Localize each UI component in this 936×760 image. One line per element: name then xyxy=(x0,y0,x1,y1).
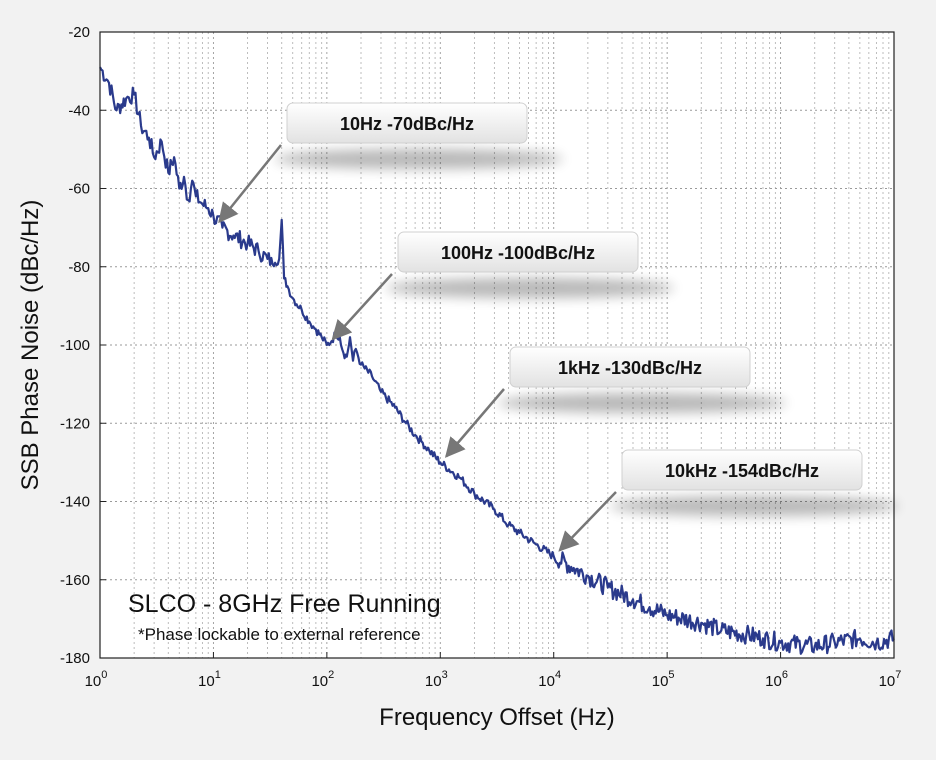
y-axis-ticks: -20 -40 -60 -80 -100 -120 -140 -160 -180 xyxy=(60,24,106,667)
y-tick-label: -40 xyxy=(68,102,90,119)
callout-box xyxy=(286,102,528,144)
series-line-phase-noise xyxy=(99,66,895,655)
callout-3: 1kHz -130dBc/Hz xyxy=(444,346,786,458)
callout-box xyxy=(397,231,639,273)
callout-shadow xyxy=(498,393,786,413)
y-tick-label: -80 xyxy=(68,259,90,276)
y-tick-label: -160 xyxy=(60,572,90,589)
annotation-layer: 10Hz -70dBc/Hz 100Hz -100dBc/Hz 1kHz -130d… xyxy=(218,102,898,552)
callout-arrow xyxy=(218,144,282,224)
callout-2: 100Hz -100dBc/Hz xyxy=(331,231,674,341)
x-tick-label: 100 xyxy=(85,669,108,690)
callout-arrow xyxy=(444,388,505,458)
callout-shadow xyxy=(610,496,898,516)
chart-subtitle: *Phase lockable to external reference xyxy=(138,625,421,644)
series-layer xyxy=(99,66,895,655)
callout-shadow xyxy=(386,278,674,298)
y-tick-label: -20 xyxy=(68,24,90,41)
y-tick-label: -140 xyxy=(60,494,90,511)
x-axis-ticks: 100 101 102 103 104 105 106 107 xyxy=(85,652,902,690)
y-tick-label: -120 xyxy=(60,415,90,432)
y-tick-label: -60 xyxy=(68,181,90,198)
callout-4: 10kHz -154dBc/Hz xyxy=(558,449,898,552)
x-tick-label: 104 xyxy=(538,669,561,690)
x-tick-label: 103 xyxy=(425,669,448,690)
callout-box xyxy=(621,449,863,491)
x-tick-label: 107 xyxy=(879,669,902,690)
callout-1: 10Hz -70dBc/Hz xyxy=(218,102,563,224)
callout-label: 1kHz -130dBc/Hz xyxy=(558,358,702,378)
callout-arrow xyxy=(331,273,393,341)
y-axis-label: SSB Phase Noise (dBc/Hz) xyxy=(17,200,44,491)
grid xyxy=(100,32,894,658)
y-tick-label: -180 xyxy=(60,650,90,667)
callout-label: 10kHz -154dBc/Hz xyxy=(665,461,819,481)
callout-label: 10Hz -70dBc/Hz xyxy=(340,114,474,134)
x-tick-label: 101 xyxy=(198,669,221,690)
x-tick-label: 105 xyxy=(652,669,675,690)
callout-arrow xyxy=(558,491,617,552)
callout-shadow xyxy=(275,149,563,169)
callout-label: 100Hz -100dBc/Hz xyxy=(441,243,595,263)
callout-box xyxy=(509,346,751,388)
x-axis-label: Frequency Offset (Hz) xyxy=(379,704,615,731)
x-tick-label: 106 xyxy=(765,669,788,690)
y-tick-label: -100 xyxy=(60,337,90,354)
chart-title: SLCO - 8GHz Free Running xyxy=(128,590,441,618)
x-tick-label: 102 xyxy=(311,669,334,690)
